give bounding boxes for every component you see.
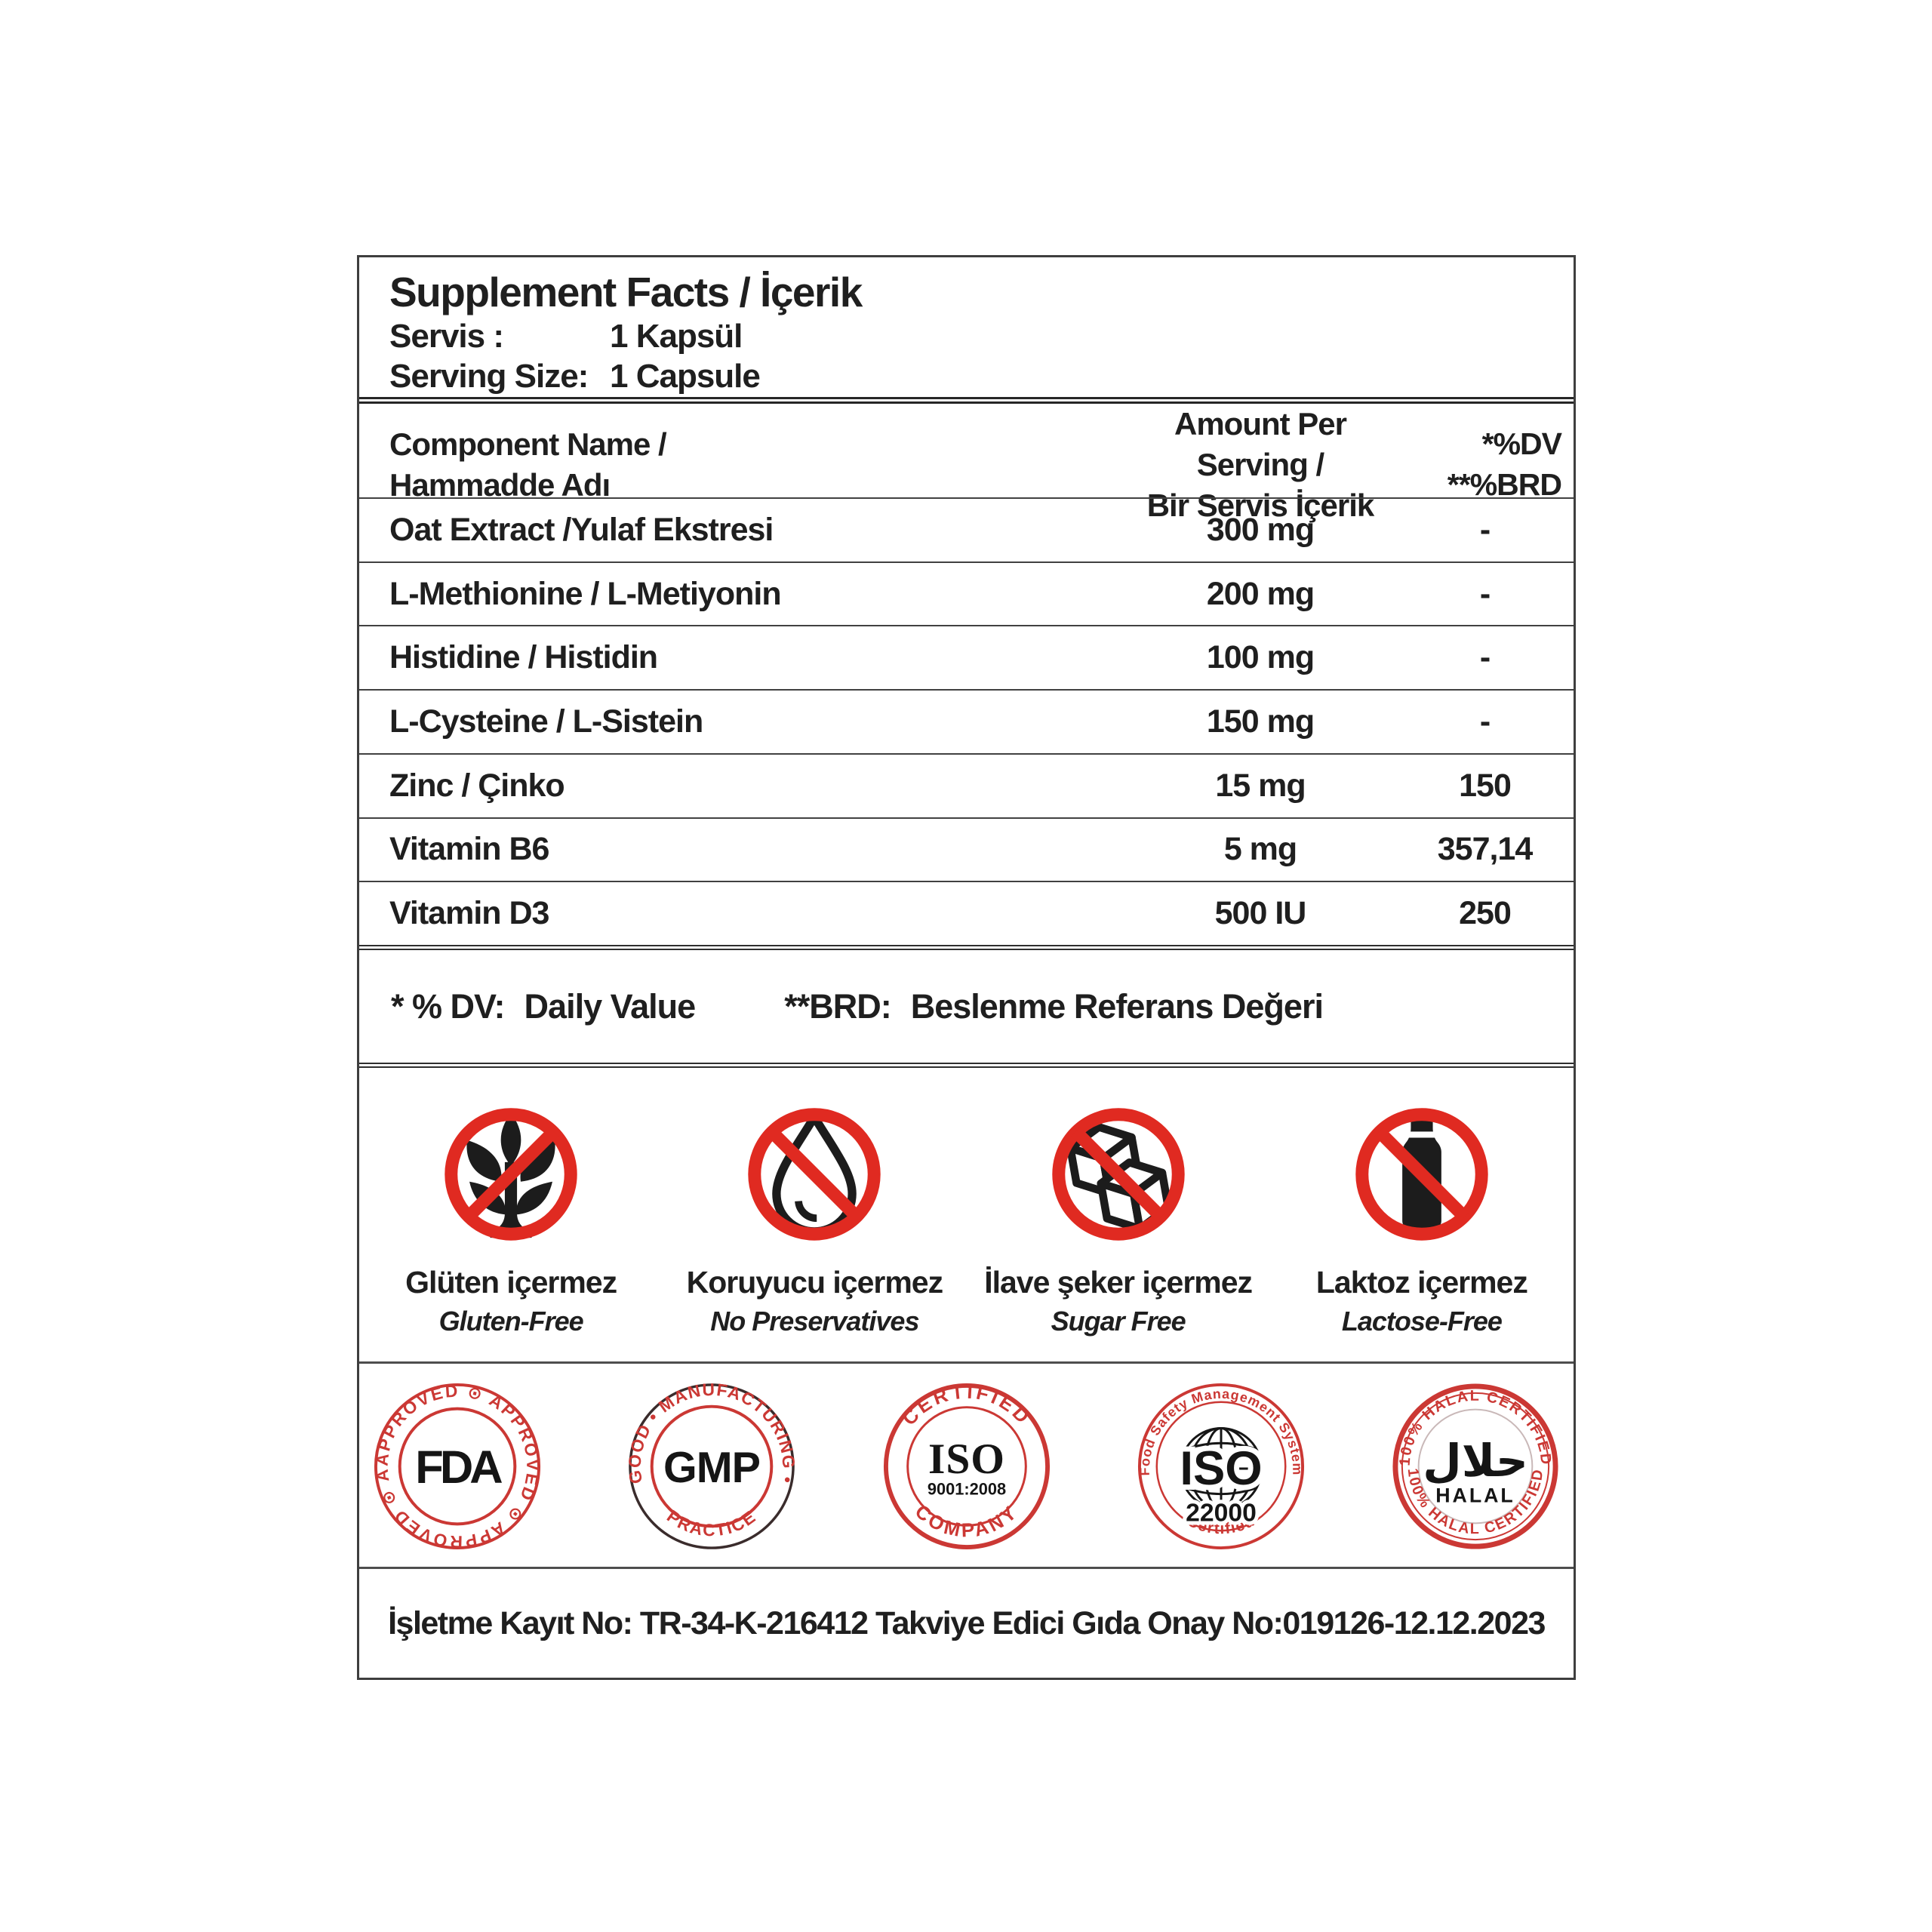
col-header-component-tr: Hammadde Adı <box>389 466 611 503</box>
prohibition-slash <box>1374 1127 1469 1222</box>
ingredient-name: L-Cysteine / L-Sistein <box>389 703 703 740</box>
ingredients-table: Component Name / Hammadde Adı Amount Per… <box>359 404 1574 950</box>
dv-abbr: * % DV: <box>391 986 506 1026</box>
ingredient-dv: - <box>1479 575 1491 612</box>
feature-icons-row: Glüten içermez Gluten-Free Koruyucu içer… <box>359 1068 1574 1364</box>
table-row: Vitamin D3 500 IU 250 <box>359 881 1574 945</box>
col-header-dv: *%DV **%BRD <box>1396 424 1574 505</box>
no-lactose-icon <box>1355 1108 1488 1241</box>
table-row: L-Methionine / L-Metiyonin 200 mg - <box>359 561 1574 626</box>
prohibition-circle <box>1051 1108 1185 1241</box>
serving-row-tr: Servis : 1 Kapsül <box>389 317 1574 355</box>
feature-subtitle: Lactose-Free <box>1341 1306 1503 1337</box>
feature-subtitle: Sugar Free <box>1051 1306 1186 1337</box>
svg-text:PRACTICE: PRACTICE <box>663 1506 760 1540</box>
registration-text: İşletme Kayıt No: TR-34-K-216412 Takviye… <box>388 1604 1546 1641</box>
ingredient-name: Histidine / Histidin <box>389 639 658 676</box>
feature-subtitle: No Preservatives <box>710 1306 919 1337</box>
col-header-amount: Amount Per Serving / Bir Servis İçerik <box>1072 404 1396 525</box>
feature-lactose-free: Laktoz içermez Lactose-Free <box>1270 1101 1574 1361</box>
halal-certified-badge: 100% HALAL CERTIFIED 100% HALAL CERTIFIE… <box>1392 1383 1558 1549</box>
feature-sugar-free: İlave şeker içermez Sugar Free <box>967 1101 1270 1361</box>
serving-label-en: Serving Size: <box>389 357 589 395</box>
col-header-component-en: Component Name / <box>389 426 667 462</box>
page-title: Supplement Facts / İçerik <box>389 269 863 315</box>
supplement-facts-label: Supplement Facts / İçerik Servis : 1 Kap… <box>357 255 1576 1680</box>
feature-subtitle: Gluten-Free <box>438 1306 584 1337</box>
ingredient-name: Oat Extract /Yulaf Ekstresi <box>389 511 774 548</box>
ingredient-amount: 15 mg <box>1215 767 1306 804</box>
prohibition-circle <box>1355 1108 1488 1241</box>
iso9001-standard-text: 9001:2008 <box>927 1480 1005 1499</box>
registration-footer: İşletme Kayıt No: TR-34-K-216412 Takviye… <box>359 1569 1574 1678</box>
ingredient-name: L-Methionine / L-Metiyonin <box>389 575 782 612</box>
wheat-glyph <box>466 1113 555 1238</box>
ingredient-amount: 200 mg <box>1206 575 1315 612</box>
ingredient-dv: 150 <box>1459 767 1512 804</box>
svg-text:CERTIFIED: CERTIFIED <box>898 1381 1035 1429</box>
table-header-row: Component Name / Hammadde Adı Amount Per… <box>359 404 1574 523</box>
col-header-dv-line1: *%DV <box>1481 426 1562 462</box>
fda-approved-badge: APPROVED ⊙ APPROVED ⊙ APPROVED ⊙ APPROVE… <box>371 1380 541 1552</box>
serving-value-tr: 1 Kapsül <box>610 317 743 355</box>
ingredient-amount: 300 mg <box>1206 511 1315 548</box>
serving-label-tr: Servis : <box>389 317 504 355</box>
prohibition-slash <box>767 1127 862 1222</box>
iso-22000-badge: Food Safety Management System Certified … <box>1137 1383 1304 1550</box>
halal-arabic-text: حلال <box>1423 1435 1528 1486</box>
ingredient-dv: - <box>1479 511 1491 548</box>
ingredient-amount: 100 mg <box>1206 639 1315 676</box>
ingredient-amount: 5 mg <box>1223 831 1297 868</box>
table-row: Vitamin B6 5 mg 357,14 <box>359 817 1574 881</box>
footnote: * % DV: Daily Value **BRD: Beslenme Refe… <box>359 950 1574 1068</box>
col-header-component: Component Name / Hammadde Adı <box>359 424 1072 506</box>
feature-title: Koruyucu içermez <box>686 1265 943 1300</box>
feature-no-preservatives: Koruyucu içermez No Preservatives <box>663 1101 966 1361</box>
prohibition-circle <box>748 1108 881 1241</box>
iso9001-center-text: ISO <box>928 1435 1004 1483</box>
table-row: L-Cysteine / L-Sistein 150 mg - <box>359 689 1574 753</box>
ingredient-amount: 500 IU <box>1214 895 1307 932</box>
globe-icon <box>1179 1426 1263 1510</box>
prohibition-slash <box>463 1127 558 1222</box>
feature-title: Glüten içermez <box>405 1265 617 1300</box>
halal-latin-text: HALAL <box>1435 1484 1515 1507</box>
feature-title: Laktoz içermez <box>1315 1265 1528 1300</box>
col-header-amount-en: Amount Per Serving / <box>1174 406 1347 482</box>
label-header: Supplement Facts / İçerik Servis : 1 Kap… <box>359 257 1574 404</box>
ingredient-dv: - <box>1479 639 1491 676</box>
brd-abbr: **BRD: <box>784 986 892 1026</box>
feature-gluten-free: Glüten içermez Gluten-Free <box>359 1101 663 1361</box>
ingredient-amount: 150 mg <box>1206 703 1315 740</box>
iso-9001-badge: CERTIFIED COMPANY ISO 9001:2008 <box>883 1381 1050 1550</box>
dv-meaning: Daily Value <box>524 986 697 1026</box>
col-header-amount-tr: Bir Servis İçerik <box>1146 487 1375 523</box>
ingredient-name: Zinc / Çinko <box>389 767 565 804</box>
table-row: Histidine / Histidin 100 mg - <box>359 625 1574 689</box>
serving-value-en: 1 Capsule <box>610 357 761 395</box>
iso22000-standard-text: 22000 <box>1186 1498 1257 1527</box>
ingredient-dv: - <box>1479 703 1491 740</box>
no-gluten-icon <box>445 1108 577 1241</box>
no-preservatives-icon <box>748 1108 881 1241</box>
ingredient-dv: 357,14 <box>1437 831 1534 868</box>
serving-row-en: Serving Size: 1 Capsule <box>389 357 1574 395</box>
prohibition-circle <box>445 1108 577 1241</box>
gmp-badge: GOOD • MANUFACTURING • PRACTICE GMP <box>626 1380 798 1549</box>
feature-title: İlave şeker içermez <box>984 1265 1253 1300</box>
iso22000-center-text: ISO <box>1180 1442 1262 1495</box>
gmp-center-text: GMP <box>663 1444 760 1492</box>
table-row: Oat Extract /Yulaf Ekstresi 300 mg - <box>359 497 1574 561</box>
ingredient-dv: 250 <box>1459 895 1512 932</box>
brd-meaning: Beslenme Referans Değeri <box>910 986 1324 1026</box>
ingredient-name: Vitamin B6 <box>389 831 549 868</box>
certification-badges-row: APPROVED ⊙ APPROVED ⊙ APPROVED ⊙ APPROVE… <box>359 1364 1574 1569</box>
no-added-sugar-icon <box>1051 1108 1185 1241</box>
prohibition-slash <box>1071 1127 1166 1222</box>
ingredient-name: Vitamin D3 <box>389 895 549 932</box>
table-row: Zinc / Çinko 15 mg 150 <box>359 752 1574 817</box>
col-header-dv-line2: **%BRD <box>1447 466 1562 502</box>
fda-logo-text: FDA <box>415 1441 502 1494</box>
